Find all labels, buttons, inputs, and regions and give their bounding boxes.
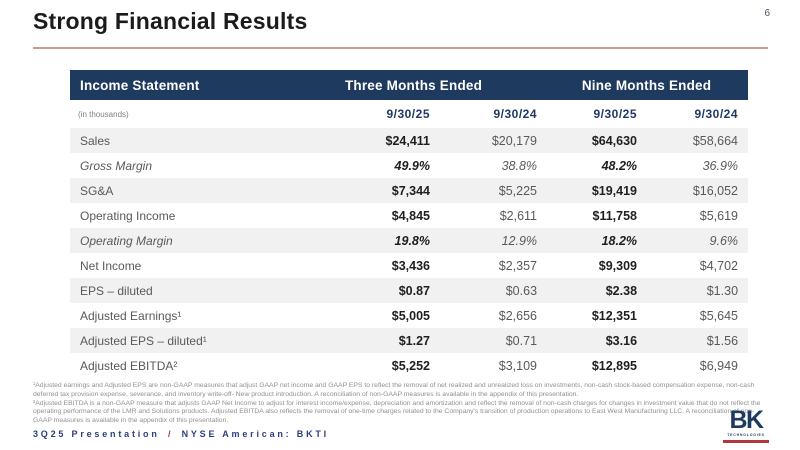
slide-title: Strong Financial Results	[33, 8, 308, 34]
row-value: $3,109	[498, 358, 538, 373]
row-value: $2,357	[498, 258, 538, 273]
table-header-row: Income Statement Three Months Ended Nine…	[70, 70, 749, 100]
table-header-nine-months-ended: Nine Months Ended	[545, 70, 749, 100]
table-row: Adjusted Earnings¹ $5,005 $2,656 $12,351 $5,…	[70, 303, 749, 328]
logo-subtext: TECHNOLOGIES	[727, 433, 765, 437]
row-value: $9,309	[598, 258, 638, 273]
column-date-9mo-current: 9/30/25	[545, 100, 646, 128]
table-row: Adjusted EBITDA² $5,252 $3,109 $12,895 $6,94…	[70, 353, 749, 378]
column-date-3mo-current: 9/30/25	[282, 100, 440, 128]
column-date-9mo-prior: 9/30/24	[645, 100, 749, 128]
row-value: $5,225	[498, 183, 538, 198]
row-value: $0.87	[398, 283, 430, 298]
row-value: $6,949	[699, 358, 739, 373]
row-value: 48.2%	[601, 158, 638, 173]
page-number: 6	[764, 8, 770, 19]
row-value: 18.2%	[601, 233, 638, 248]
footer-presentation-label: 3Q25 Presentation	[33, 429, 160, 439]
row-value: $4,845	[391, 208, 430, 223]
row-value: $7,344	[391, 183, 430, 198]
table-header-income-statement: Income Statement	[70, 70, 282, 100]
row-value: $2,656	[498, 308, 538, 323]
row-value: 12.9%	[501, 233, 538, 248]
row-label: Gross Margin	[80, 158, 153, 173]
row-value: $11,758	[592, 208, 638, 223]
row-value: 49.9%	[394, 158, 430, 173]
row-label: Adjusted Earnings¹	[80, 308, 182, 323]
footnotes: ¹Adjusted earnings and Adjusted EPS are …	[33, 382, 763, 426]
row-value: $4,702	[699, 258, 739, 273]
table-row: Gross Margin 49.9% 38.8% 48.2% 36.9%	[70, 153, 749, 178]
row-value: $3.16	[605, 333, 638, 348]
footer-separator: /	[167, 429, 174, 439]
row-label: Adjusted EBITDA²	[80, 358, 178, 373]
row-value: 36.9%	[702, 158, 739, 173]
row-value: $5,645	[699, 308, 739, 323]
row-value: $2.38	[605, 283, 638, 298]
row-value: $58,664	[692, 133, 739, 148]
column-date-3mo-prior: 9/30/24	[440, 100, 546, 128]
row-value: $12,895	[591, 358, 638, 373]
footer-text: 3Q25 Presentation / NYSE American: BKTI	[33, 429, 329, 439]
row-label: SG&A	[80, 183, 114, 198]
bk-technologies-logo: BK TECHNOLOGIES	[720, 408, 772, 443]
row-value: $5,252	[391, 358, 430, 373]
table-subheader-row: (in thousands) 9/30/25 9/30/24 9/30/25 9…	[70, 100, 749, 128]
row-value: $1.27	[398, 333, 430, 348]
table-row: Sales $24,411 $20,179 $64,630 $58,664	[70, 128, 749, 153]
row-value: 9.6%	[709, 233, 739, 248]
title-underline	[33, 47, 768, 49]
row-label: Sales	[80, 133, 111, 148]
row-value: $5,619	[699, 208, 739, 223]
table-row: Adjusted EPS – diluted¹ $1.27 $0.71 $3.16 $1…	[70, 328, 749, 353]
row-value: $19,419	[591, 183, 638, 198]
table-row: EPS – diluted $0.87 $0.63 $2.38 $1.30	[70, 278, 749, 303]
row-value: $1.56	[706, 333, 739, 348]
table-row: SG&A $7,344 $5,225 $19,419 $16,052	[70, 178, 749, 203]
row-value: $3,436	[391, 258, 430, 273]
footer-ticker-label: NYSE American: BKTI	[181, 429, 329, 439]
income-statement-table: Income Statement Three Months Ended Nine…	[70, 70, 749, 378]
row-value: 38.8%	[501, 158, 538, 173]
row-value: $64,630	[591, 133, 638, 148]
row-value: 19.8%	[394, 233, 430, 248]
table-row: Operating Margin 19.8% 12.9% 18.2% 9.6%	[70, 228, 749, 253]
row-label: Operating Margin	[80, 233, 173, 248]
units-label: (in thousands)	[70, 100, 282, 128]
table-row: Net Income $3,436 $2,357 $9,309 $4,702	[70, 253, 749, 278]
row-value: $12,351	[591, 308, 638, 323]
footnote-2: ²Adjusted EBITDA is a non-GAAP measure t…	[33, 399, 761, 425]
row-label: Net Income	[80, 258, 142, 273]
row-value: $1.30	[706, 283, 739, 298]
table-row: Operating Income $4,845 $2,611 $11,758 $5,61…	[70, 203, 749, 228]
row-value: $24,411	[385, 133, 431, 148]
row-label: EPS – diluted	[80, 283, 153, 298]
row-value: $2,611	[499, 208, 538, 223]
row-label: Operating Income	[80, 208, 176, 223]
row-value: $16,052	[692, 183, 739, 198]
row-value: $5,005	[391, 308, 430, 323]
logo-bk-text: BK	[729, 406, 764, 434]
row-value: $0.71	[505, 333, 538, 348]
footnote-1: ¹Adjusted earnings and Adjusted EPS are …	[33, 382, 755, 398]
table-body: Sales $24,411 $20,179 $64,630 $58,664 Gross M…	[70, 128, 749, 378]
row-label: Adjusted EPS – diluted¹	[80, 333, 207, 348]
table-header-three-months-ended: Three Months Ended	[282, 70, 546, 100]
logo-red-underline	[723, 439, 769, 443]
row-value: $0.63	[505, 283, 538, 298]
row-value: $20,179	[491, 133, 538, 148]
